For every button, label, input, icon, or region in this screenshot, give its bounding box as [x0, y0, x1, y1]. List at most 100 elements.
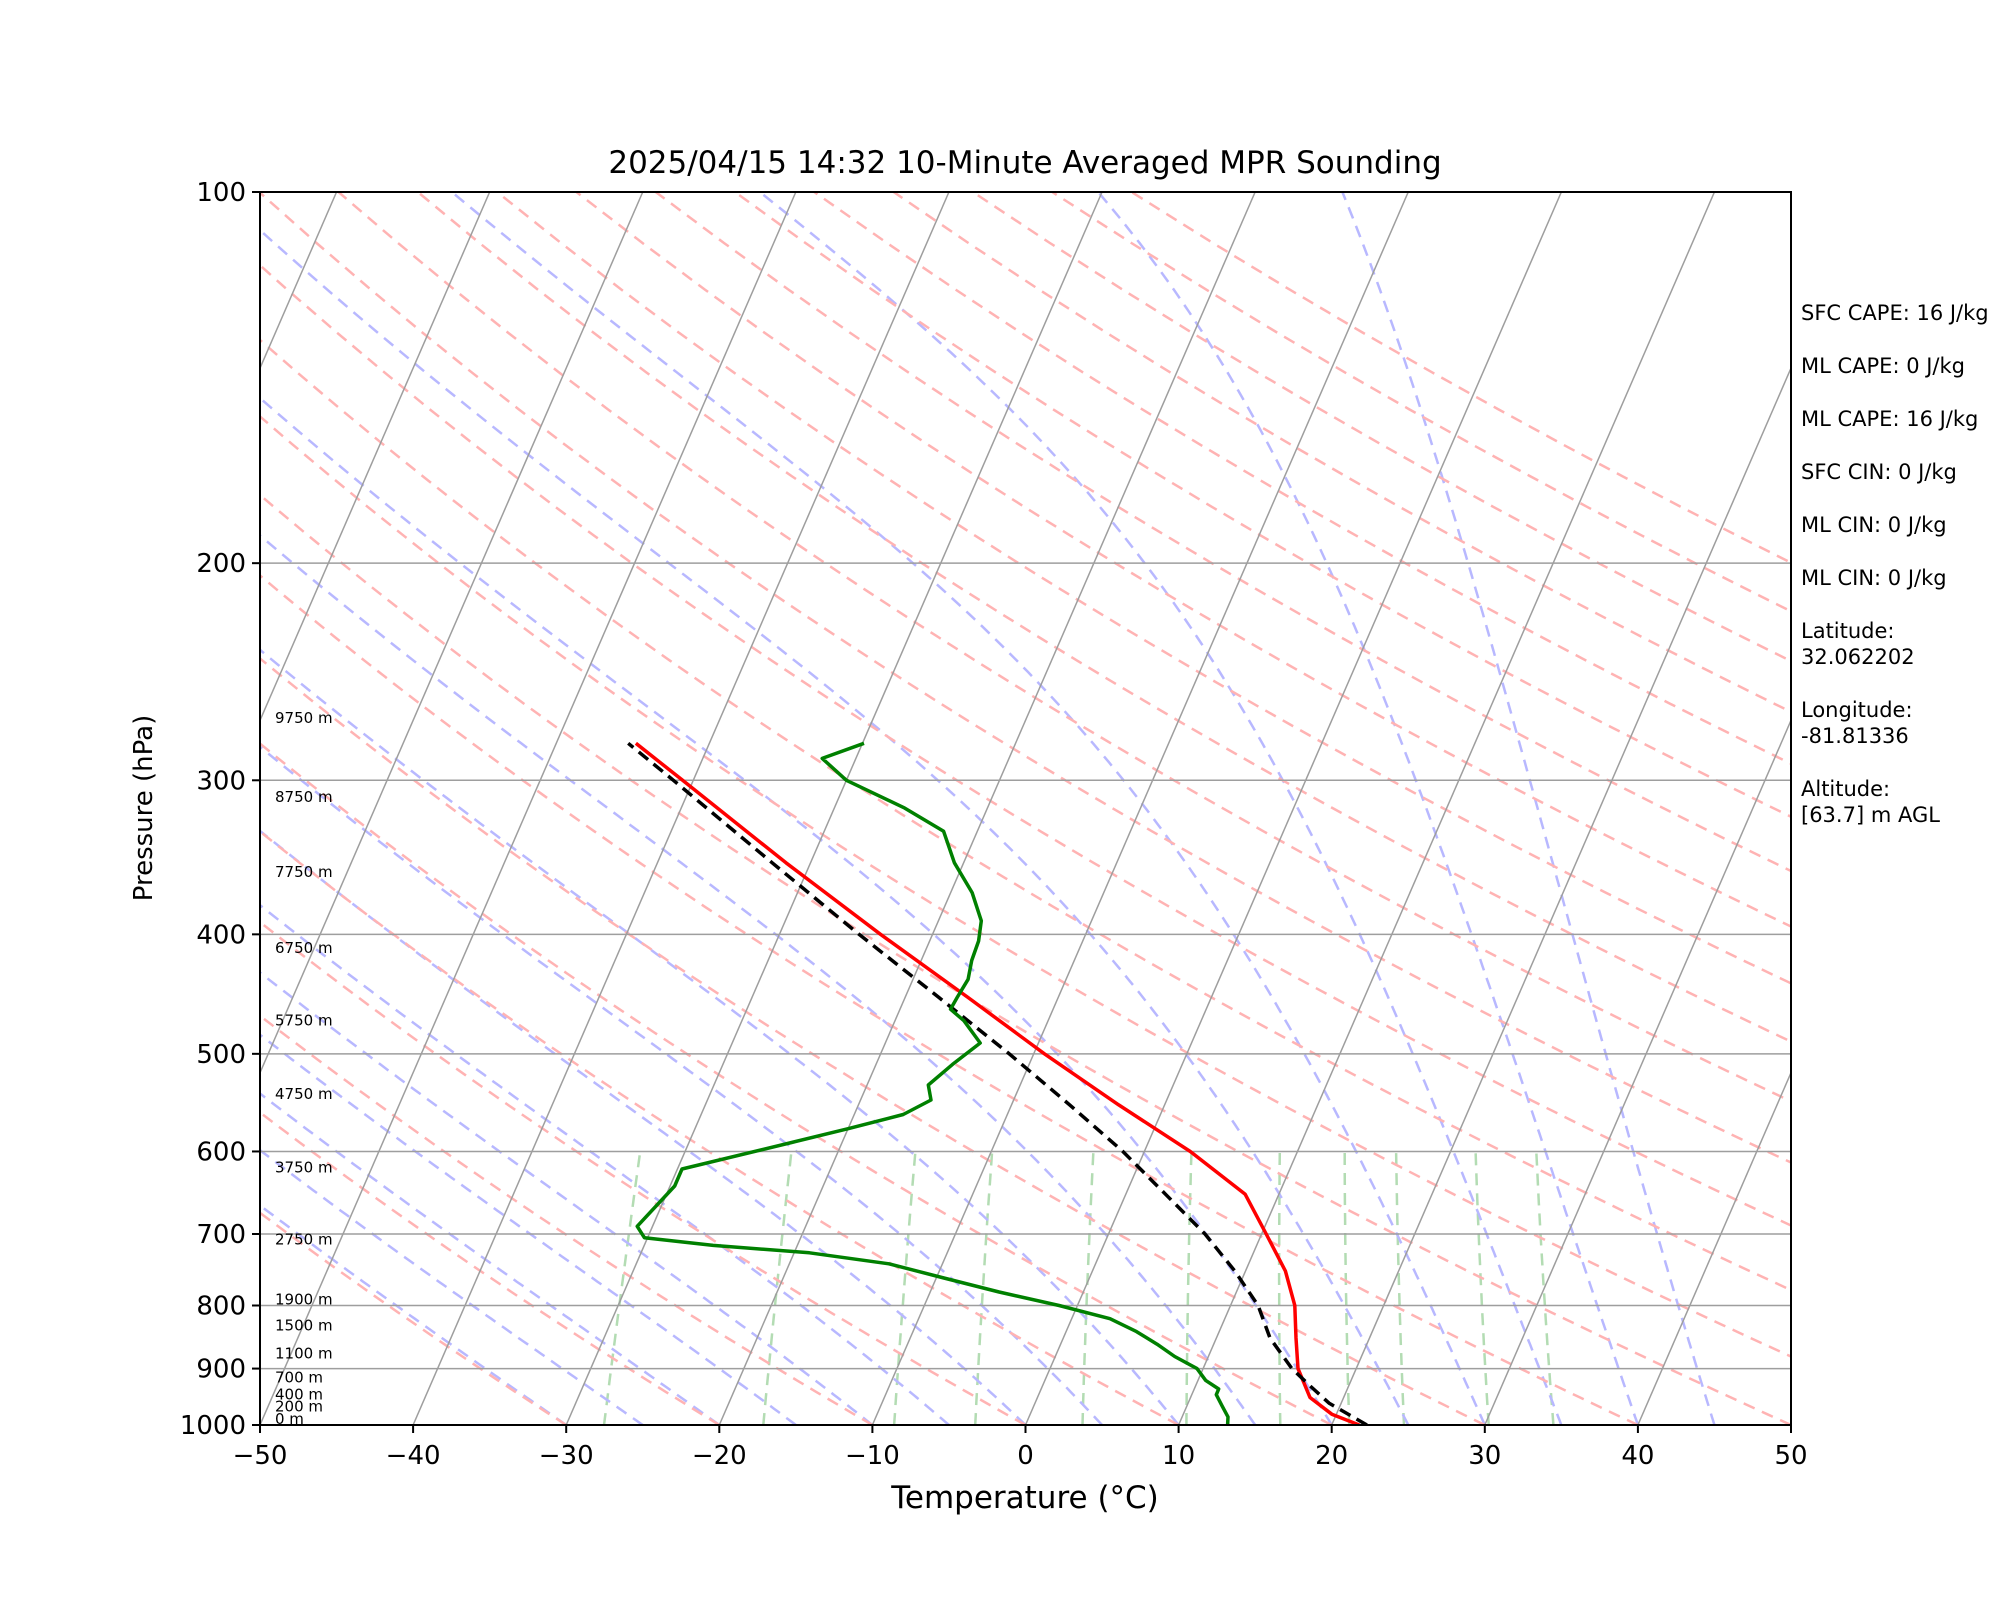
longitude-label: Longitude:	[1801, 698, 1913, 722]
dry-adiabat-line	[260, 920, 1027, 1425]
dry-adiabat-line	[260, 1110, 720, 1425]
isobars	[260, 192, 1791, 1425]
plot-frame	[259, 191, 1792, 1426]
moist-adiabat-line	[260, 1148, 644, 1425]
height-label: 200 m	[275, 1398, 323, 1416]
parcel-line	[627, 741, 1368, 1425]
isotherm-line	[1484, 718, 1791, 1425]
y-tick-label: 100	[196, 178, 246, 208]
ml-cape-text-2: ML CAPE: 16 J/kg	[1801, 407, 1979, 431]
height-label: 5750 m	[275, 1011, 333, 1029]
height-label: 8750 m	[275, 788, 333, 806]
dry-adiabat-line	[417, 192, 1791, 1043]
ml-cin-text-2: ML CIN: 0 J/kg	[1801, 566, 1947, 590]
latitude-block: Latitude: 32.062202	[1801, 618, 2000, 697]
isotherms	[0, 192, 1791, 1425]
height-label: 400 m	[275, 1385, 323, 1403]
latitude-value: 32.062202	[1801, 645, 1915, 669]
dry-adiabat-line	[734, 192, 1791, 819]
x-tick-label: −30	[539, 1441, 594, 1471]
dry-adiabat-line	[813, 192, 1791, 766]
dry-adiabat-line	[496, 192, 1791, 985]
x-tick-label: −20	[692, 1441, 747, 1471]
chart-title: 2025/04/15 14:32 10-Minute Averaged MPR …	[608, 145, 1441, 181]
longitude-block: Longitude: -81.81336	[1801, 697, 2000, 776]
isotherm-line	[718, 192, 1256, 1425]
altitude-block: Altitude: [63.7] m AGL	[1801, 776, 2000, 855]
x-tick-label: 10	[1162, 1441, 1195, 1471]
x-axis-ticks: −50 −40 −30 −20 −10 0 10 20 30 40 50	[233, 1425, 1808, 1471]
moist-adiabat-line	[260, 829, 1027, 1425]
mixing-ratio-line	[1343, 1151, 1351, 1425]
moist-adiabat-line	[260, 745, 1104, 1425]
y-tick-label: 900	[196, 1355, 246, 1385]
temperature-line	[634, 741, 1360, 1425]
isotherm-line	[871, 192, 1409, 1425]
moist-adiabat-line	[260, 533, 1257, 1425]
isotherm-line	[260, 192, 491, 723]
isotherm-line	[0, 192, 30, 1425]
moist-adiabat-line	[260, 1033, 797, 1425]
isotherm-line	[1637, 1070, 1791, 1425]
y-tick-label: 600	[196, 1137, 246, 1167]
y-tick-label: 500	[196, 1040, 246, 1070]
mixing-ratio-line	[602, 1151, 642, 1425]
moist-adiabat-line	[759, 192, 1563, 1425]
ml-cape-text: ML CAPE: 0 J/kg	[1801, 354, 1966, 378]
dry-adiabat-line	[260, 1014, 874, 1425]
latitude-label: Latitude:	[1801, 619, 1895, 643]
y-tick-label: 400	[196, 920, 246, 950]
isotherm-line	[260, 192, 644, 1075]
y-tick-label: 1000	[180, 1411, 246, 1441]
dry-adiabat-line	[260, 829, 1180, 1425]
isotherm-line	[565, 192, 1103, 1425]
altitude-label: Altitude:	[1801, 777, 1891, 801]
y-axis-label: Pressure (hPa)	[129, 715, 159, 902]
dry-adiabat-line	[260, 338, 1791, 1292]
moist-adiabat-line	[260, 648, 1180, 1425]
plot-area	[0, 192, 1791, 1425]
moist-adiabat-line	[451, 192, 1486, 1425]
height-label: 4750 m	[275, 1085, 333, 1103]
x-tick-label: 0	[1017, 1441, 1034, 1471]
moist-adiabat-line	[260, 228, 1410, 1425]
height-label: 7750 m	[275, 863, 333, 881]
moist-adiabat-line	[260, 1092, 721, 1425]
isotherm-line	[260, 192, 797, 1425]
mixing-ratio-line	[892, 1151, 917, 1425]
moist-adiabat-line	[260, 903, 950, 1425]
sfc-cape-text: SFC CAPE: 16 J/kg	[1801, 301, 1989, 325]
mixing-ratio-line	[1474, 1151, 1490, 1425]
y-axis-ticks: 100 200 300 400 500 600 700 800 900 1000	[180, 178, 260, 1441]
isotherm-line	[1024, 192, 1563, 1425]
y-tick-label: 700	[196, 1220, 246, 1250]
x-axis-label: Temperature (°C)	[890, 1480, 1159, 1516]
moist-adiabats	[260, 192, 1716, 1425]
x-tick-label: −10	[845, 1441, 900, 1471]
isotherm-line	[412, 192, 950, 1425]
x-tick-label: 30	[1468, 1441, 1501, 1471]
isotherm-line	[1331, 366, 1791, 1425]
moist-adiabat-line	[260, 396, 1333, 1425]
dry-adiabat-line	[260, 656, 1486, 1425]
mixing-ratio-line	[762, 1151, 793, 1425]
moist-adiabat-line	[260, 970, 874, 1425]
sounding-series	[627, 741, 1368, 1425]
height-label: 0 m	[275, 1410, 304, 1428]
x-tick-label: 50	[1774, 1441, 1807, 1471]
moist-adiabat-line	[1097, 192, 1640, 1425]
x-tick-label: −40	[386, 1441, 441, 1471]
dry-adiabat-line	[260, 192, 1791, 1164]
height-label: 6750 m	[275, 939, 333, 957]
x-tick-label: −50	[233, 1441, 288, 1471]
altitude-value: [63.7] m AGL	[1801, 803, 1940, 827]
isotherm-line	[1177, 192, 1716, 1425]
ml-cin-text: ML CIN: 0 J/kg	[1801, 513, 1947, 537]
dry-adiabat-line	[337, 192, 1791, 1103]
height-label: 1100 m	[275, 1345, 333, 1363]
height-label: 9750 m	[275, 709, 333, 727]
dry-adiabat-line	[260, 493, 1791, 1425]
dry-adiabat-line	[260, 263, 1791, 1227]
